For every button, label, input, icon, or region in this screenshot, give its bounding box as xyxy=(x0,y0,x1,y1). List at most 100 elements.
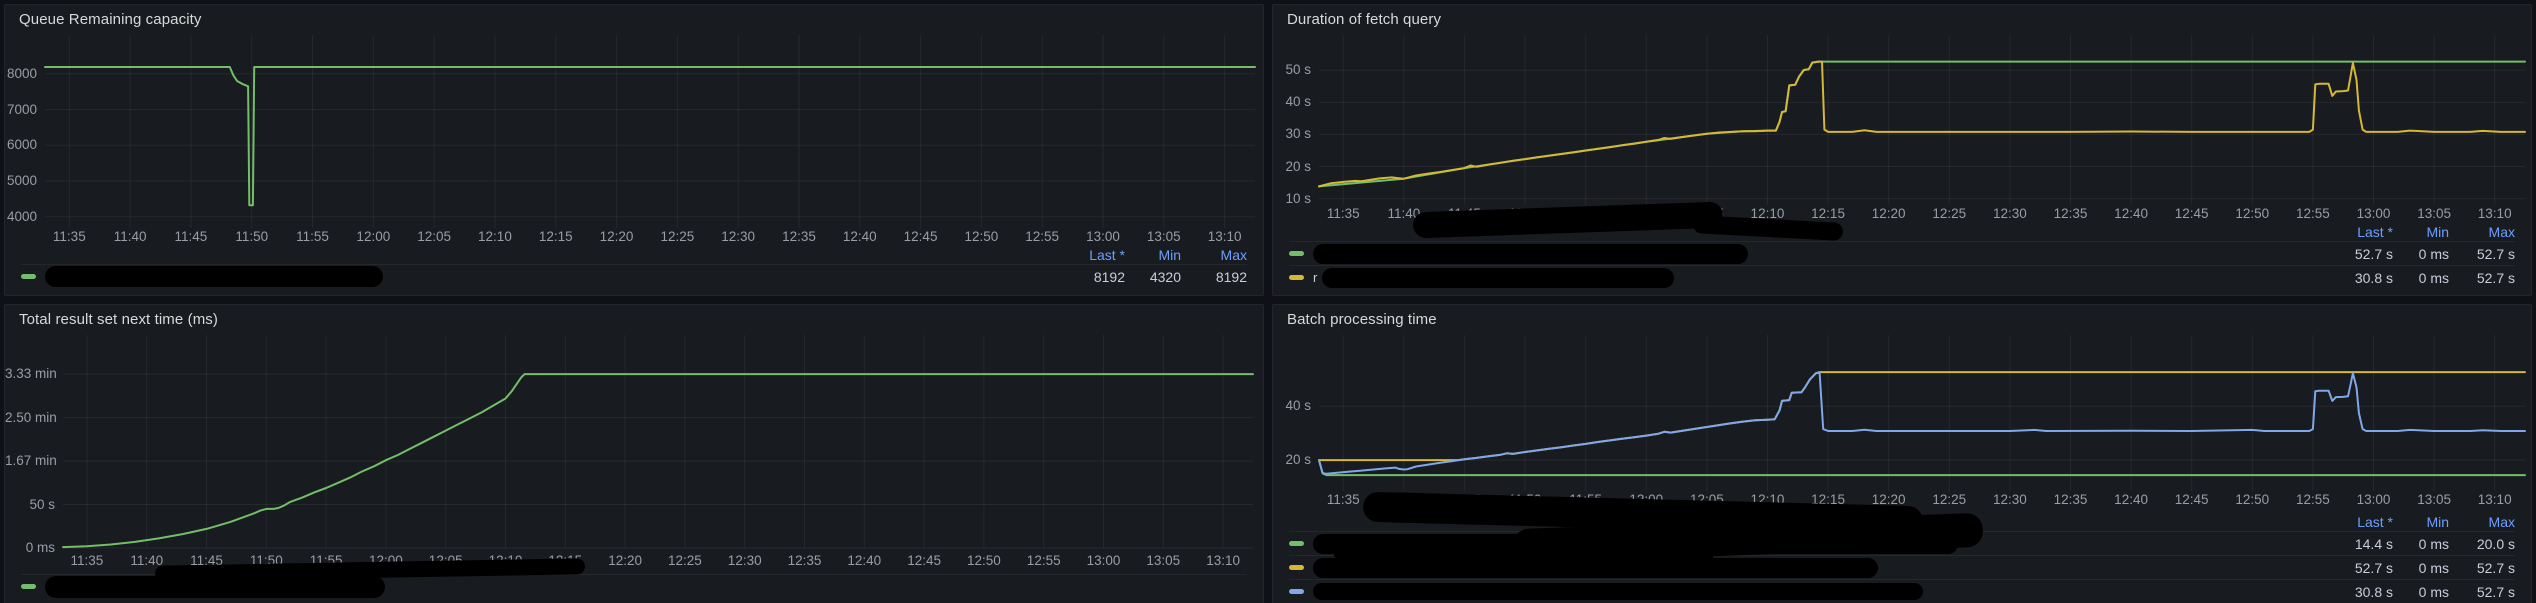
redacted-legend-label xyxy=(1313,583,1923,600)
y-tick-label: 2.50 min xyxy=(5,409,57,425)
x-tick-label: 12:55 xyxy=(2295,206,2330,221)
series-line-total-next-time xyxy=(62,373,1254,549)
stats-column-header[interactable]: Max xyxy=(2488,514,2515,530)
stat-value: 52.7 s xyxy=(2476,559,2515,576)
y-tick-label: 5000 xyxy=(6,173,37,189)
y-tick-label: 4000 xyxy=(6,208,37,224)
legend-row-fetch-max[interactable]: 52.7 s 0 ms 52.7 s xyxy=(1289,241,2515,265)
series-line-fetch-max xyxy=(1318,60,2526,188)
panel-title[interactable]: Batch processing time xyxy=(1287,311,1437,328)
y-tick-label: 6000 xyxy=(6,137,37,153)
y-tick-label: 20 s xyxy=(1285,158,1311,174)
x-tick-label: 13:05 xyxy=(1146,553,1181,568)
x-tick-label: 11:35 xyxy=(1326,492,1360,507)
stats-column-header[interactable]: Min xyxy=(2426,224,2449,240)
stat-value: 0 ms xyxy=(2418,559,2449,576)
legend: Last * Min Max 14.4 s 0 ms 20.0 s 52.7 s 0 ms 52… xyxy=(1273,491,2531,603)
stats-column-header[interactable]: Last * xyxy=(2357,224,2393,240)
chart-plot-area[interactable]: 40 s 20 s xyxy=(1285,335,2526,491)
x-tick-label: 12:25 xyxy=(660,229,695,244)
redacted-legend-label xyxy=(1322,267,1675,288)
stats-column-header[interactable]: Last * xyxy=(1089,247,1125,263)
x-tick-label: 13:00 xyxy=(1086,229,1120,244)
y-tick-label: 8000 xyxy=(6,65,37,81)
x-tick-label: 12:50 xyxy=(966,553,1001,568)
legend-label-visible-fragment: r xyxy=(1313,269,1318,285)
x-tick-label: 12:45 xyxy=(2174,206,2209,221)
stat-value: 0 ms xyxy=(2418,535,2449,552)
chart-canvas xyxy=(62,335,1254,549)
x-tick-label: 13:05 xyxy=(2417,206,2451,221)
redacted-legend-label xyxy=(45,266,383,287)
x-tick-label: 12:40 xyxy=(847,553,882,568)
chart-plot-area[interactable]: 50 s 40 s 30 s 20 s 10 s xyxy=(1285,35,2526,206)
x-tick-label: 13:10 xyxy=(2477,206,2512,221)
stat-value: 8192 xyxy=(1215,268,1247,285)
y-tick-label: 50 s xyxy=(1285,62,1311,78)
y-tick-label: 7000 xyxy=(6,101,37,117)
x-tick-label: 11:50 xyxy=(235,229,269,244)
legend: Last * Min Max 8192 4320 8192 xyxy=(5,246,1263,288)
stat-value: 0 ms xyxy=(2418,245,2449,262)
x-tick-label: 12:45 xyxy=(903,229,938,244)
x-tick-label: 12:25 xyxy=(1932,492,1967,507)
x-tick-label: 12:50 xyxy=(2235,492,2270,507)
legend-series-marker xyxy=(21,274,36,279)
x-tick-label: 13:10 xyxy=(2477,492,2512,507)
series-line-capacity xyxy=(44,66,1256,207)
panel-title[interactable]: Total result set next time (ms) xyxy=(19,311,218,328)
y-tick-label: 30 s xyxy=(1285,126,1311,142)
stats-column-header[interactable]: Last * xyxy=(2357,514,2393,530)
x-tick-label: 13:00 xyxy=(2356,492,2391,507)
series-line-fetch-current xyxy=(1318,60,2526,188)
x-tick-label: 12:45 xyxy=(2174,492,2209,507)
legend-row-fetch-current[interactable]: r 30.8 s 0 ms 52.7 s xyxy=(1289,265,2515,289)
x-tick-label: 13:05 xyxy=(2417,492,2451,507)
x-tick-label: 11:35 xyxy=(1326,206,1360,221)
panel-title[interactable]: Queue Remaining capacity xyxy=(19,11,202,28)
stats-column-header[interactable]: Min xyxy=(1158,247,1181,263)
legend-series-marker xyxy=(21,584,36,589)
x-tick-label: 12:55 xyxy=(1025,229,1060,244)
legend-row-capacity[interactable]: 8192 4320 8192 xyxy=(21,264,1247,288)
stats-column-header[interactable]: Max xyxy=(2488,224,2515,240)
stats-column-header[interactable]: Min xyxy=(2426,514,2449,530)
panel-duration-of-fetch-query: Duration of fetch query 50 s 40 s 30 s 20 s… xyxy=(1272,4,2532,296)
x-tick-label: 13:10 xyxy=(1207,229,1242,244)
stat-value: 20.0 s xyxy=(2476,535,2515,552)
x-tick-label: 12:25 xyxy=(1932,206,1967,221)
y-tick-label: 20 s xyxy=(1285,452,1311,468)
x-tick-label: 12:35 xyxy=(787,553,822,568)
x-tick-label: 12:30 xyxy=(727,553,762,568)
x-tick-label: 12:55 xyxy=(2295,492,2330,507)
stat-value: 8192 xyxy=(1093,268,1125,285)
y-tick-label: 10 s xyxy=(1285,190,1311,206)
x-tick-label: 11:35 xyxy=(52,229,86,244)
chart-canvas xyxy=(1318,335,2526,491)
x-tick-label: 13:00 xyxy=(1086,553,1121,568)
stat-value: 30.8 s xyxy=(2354,269,2393,286)
legend-row-batch-current[interactable]: 30.8 s 0 ms 52.7 s xyxy=(1289,579,2515,603)
x-tick-label: 12:10 xyxy=(1750,206,1785,221)
chart-canvas xyxy=(1318,35,2526,205)
series-line-batch-current xyxy=(1318,371,2526,475)
x-tick-label: 12:05 xyxy=(417,229,452,244)
legend-row-total-next-time[interactable] xyxy=(21,574,1247,598)
stat-value: 0 ms xyxy=(2418,269,2449,286)
panel-title[interactable]: Duration of fetch query xyxy=(1287,11,1442,28)
x-tick-label: 11:45 xyxy=(174,229,208,244)
stats-column-header[interactable]: Max xyxy=(1220,247,1247,263)
y-tick-label: 50 s xyxy=(29,496,55,512)
panel-queue-remaining-capacity: Queue Remaining capacity 8000 7000 6000 500… xyxy=(4,4,1264,296)
x-tick-label: 12:25 xyxy=(668,553,702,568)
stat-value: 30.8 s xyxy=(2354,583,2393,600)
x-tick-label: 12:15 xyxy=(1811,206,1845,221)
y-tick-label: 0 ms xyxy=(25,540,55,555)
x-tick-label: 13:10 xyxy=(1206,553,1240,568)
y-tick-label: 40 s xyxy=(1285,94,1311,110)
chart-canvas xyxy=(44,35,1256,228)
chart-plot-area[interactable]: 3.33 min 2.50 min 1.67 min 50 s 0 ms xyxy=(5,335,1254,555)
chart-plot-area[interactable]: 8000 7000 6000 5000 4000 xyxy=(7,35,1256,228)
stat-value: 52.7 s xyxy=(2354,245,2393,262)
